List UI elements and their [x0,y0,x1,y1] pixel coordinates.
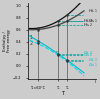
Text: $H_{s,2}$: $H_{s,2}$ [83,21,93,29]
Text: $G_{s,1}$: $G_{s,1}$ [88,62,98,69]
X-axis label: T: T [61,91,64,96]
Y-axis label: Enthalpy /
Free energy: Enthalpy / Free energy [3,29,11,52]
Text: $H_{s,1}$: $H_{s,1}$ [88,18,98,25]
Text: $G_{\ell,2}$: $G_{\ell,2}$ [83,50,93,57]
Text: $H_{\ell,1}$: $H_{\ell,1}$ [88,7,98,15]
Text: 1: 1 [30,35,33,40]
Text: 2: 2 [30,41,33,46]
Text: $G_{s,2}$: $G_{s,2}$ [83,51,93,59]
Text: $H_{\ell,2}$: $H_{\ell,2}$ [83,17,93,25]
Text: C: C [56,51,58,55]
Text: T: T [94,79,96,84]
Text: $G_{\ell,1}$: $G_{\ell,1}$ [88,56,98,63]
